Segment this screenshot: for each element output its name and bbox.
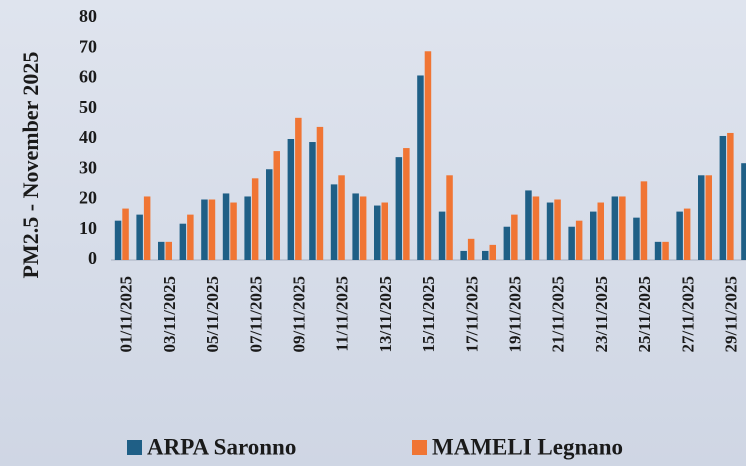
bar [575,220,583,260]
x-tick-label: 07/11/2025 [246,276,265,353]
bar [554,199,561,260]
bar [179,223,187,260]
x-tick-label: 15/11/2025 [419,276,438,353]
bar [230,202,237,260]
bar [654,241,662,260]
bar [158,241,165,260]
x-tick-label: 13/11/2025 [376,276,395,353]
bar [122,208,129,260]
bar [295,117,302,260]
bar [417,75,424,260]
y-tick-label: 40 [79,127,97,147]
y-tick-label: 60 [79,67,97,87]
y-tick-label: 20 [79,188,97,208]
x-tick-label: 23/11/2025 [592,276,611,353]
x-tick-label: 11/11/2025 [333,276,352,352]
legend-label: MAMELI Legnano [432,434,623,459]
legend-swatch [412,440,427,455]
bar [287,139,295,260]
bar [316,126,324,261]
bar [403,148,410,260]
y-axis-title: PM2.5 - November 2025 [18,52,43,279]
bar [244,196,251,260]
x-tick-label: 09/11/2025 [290,276,309,353]
bar [374,205,381,260]
bar [438,211,446,260]
bar [359,196,367,260]
bar [611,196,619,260]
bar [114,220,122,260]
bar [482,250,489,260]
x-tick-label: 17/11/2025 [462,276,481,353]
bar [222,193,230,260]
legend-swatch [127,440,142,455]
bar [525,190,532,260]
bar [395,157,403,260]
bar [698,175,705,260]
bar [201,199,208,260]
bar [705,175,712,260]
bar [683,208,691,260]
bar [187,214,194,260]
x-tick-label: 21/11/2025 [549,276,568,353]
bar [640,181,648,260]
x-tick-label: 25/11/2025 [635,276,654,353]
bar [266,169,273,260]
bar [330,184,338,260]
bar [309,142,316,260]
y-tick-label: 0 [88,248,97,268]
x-tick-label: 27/11/2025 [678,276,697,353]
bar [460,250,467,260]
bar [424,51,432,261]
x-tick-label: 01/11/2025 [117,276,136,353]
bar [381,202,388,260]
y-tick-label: 10 [79,218,97,238]
bar [467,238,475,260]
bar [719,135,727,260]
bar [568,226,575,260]
bar [676,211,683,260]
bar [352,193,359,260]
bar [143,196,151,260]
bar [208,199,216,260]
bar [511,214,518,260]
bar [662,241,669,260]
y-tick-label: 50 [79,97,97,117]
bar [446,175,453,260]
y-tick-label: 80 [79,6,97,26]
bar [546,202,554,260]
legend-label: ARPA Saronno [147,434,296,459]
bar [619,196,626,260]
bar [727,132,734,260]
bar [503,226,511,260]
bar [251,178,259,260]
x-tick-label: 29/11/2025 [722,276,741,353]
x-tick-label: 19/11/2025 [506,276,525,353]
bar [597,202,604,260]
bar [273,151,280,260]
y-tick-label: 70 [79,36,97,56]
bar [633,217,640,260]
bar [741,163,746,260]
bar [165,241,172,260]
bar [590,211,597,260]
bar [532,196,540,260]
x-tick-label: 05/11/2025 [203,276,222,353]
bar [338,175,345,260]
x-tick-label: 03/11/2025 [160,276,179,353]
bar [136,214,143,260]
bar [489,244,496,260]
y-tick-label: 30 [79,157,97,177]
